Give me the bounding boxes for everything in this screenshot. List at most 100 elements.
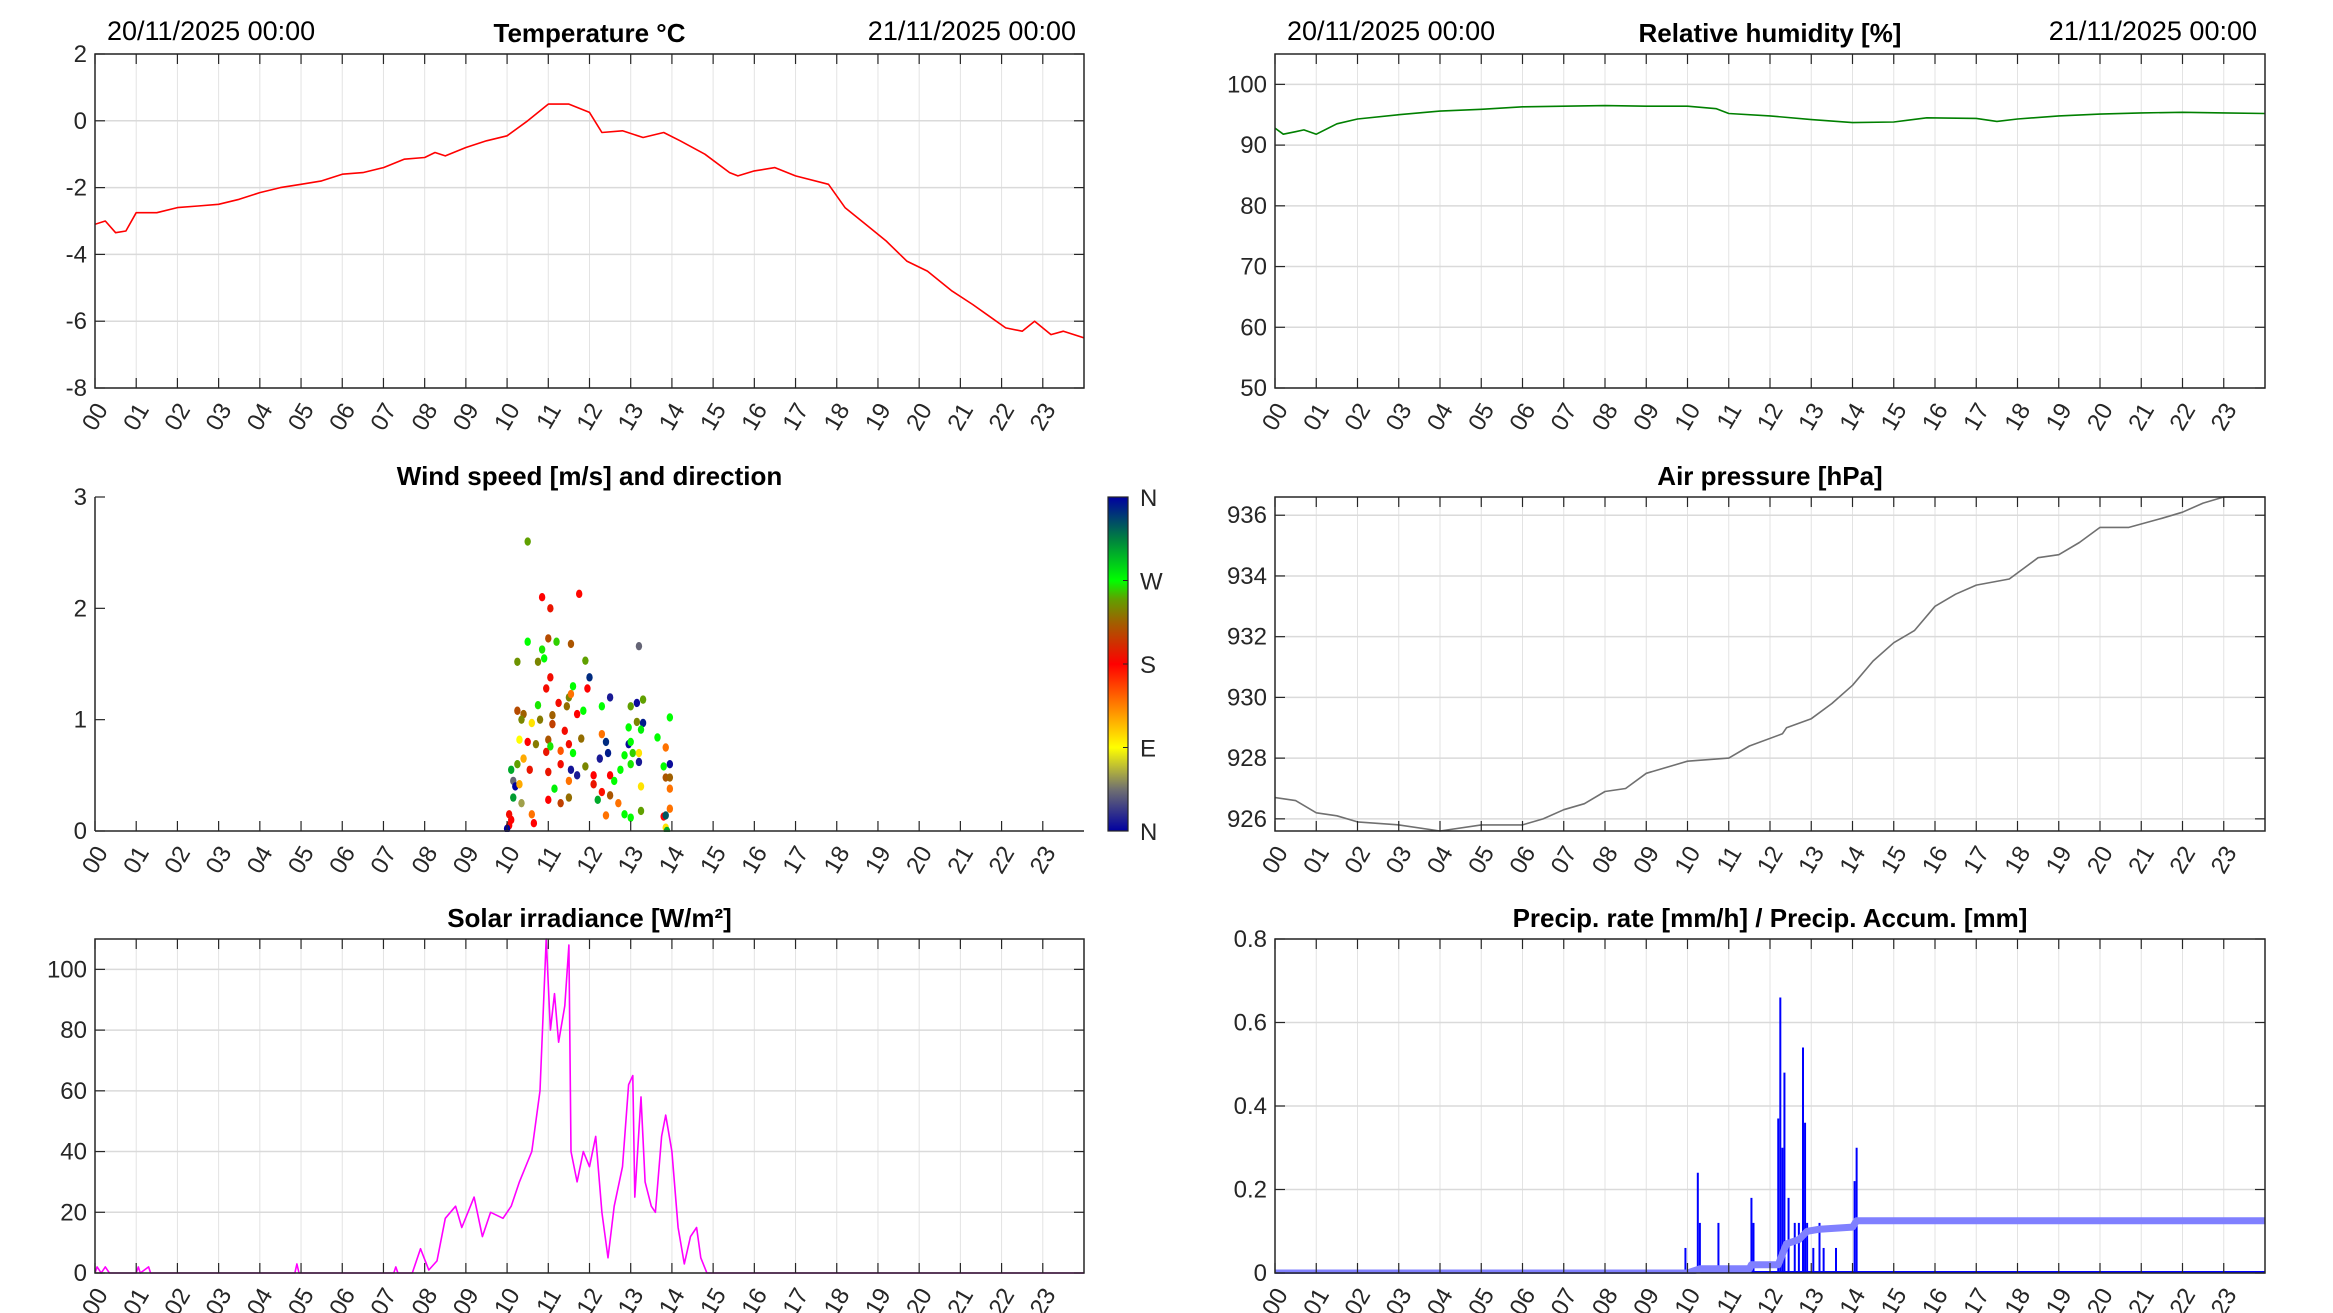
x-tick-label: 05 bbox=[283, 1284, 320, 1313]
wind-point bbox=[635, 748, 643, 758]
wind-point bbox=[520, 754, 527, 763]
x-tick-label: 16 bbox=[1917, 1284, 1954, 1313]
y-tick-label: 80 bbox=[1240, 193, 1267, 220]
wind-point bbox=[637, 806, 645, 816]
wind-point bbox=[514, 706, 521, 715]
wind-point bbox=[627, 760, 634, 769]
wind-point bbox=[604, 748, 612, 758]
wind-point bbox=[567, 689, 575, 699]
wind-point bbox=[536, 715, 544, 724]
wind-point bbox=[625, 723, 632, 732]
x-tick-label: 20 bbox=[2082, 842, 2119, 879]
y-tick-label: 60 bbox=[60, 1078, 87, 1105]
x-tick-label: 03 bbox=[1381, 1284, 1418, 1313]
x-tick-label: 14 bbox=[1834, 842, 1871, 879]
wind-point bbox=[606, 693, 614, 702]
wind-point bbox=[557, 760, 564, 769]
wind-point bbox=[594, 795, 601, 805]
y-tick-label: 0 bbox=[74, 108, 87, 135]
humidity-series-line-0 bbox=[1275, 104, 2265, 135]
x-tick-label: 12 bbox=[571, 842, 608, 879]
y-tick-label: -4 bbox=[66, 241, 87, 268]
x-tick-label: 05 bbox=[1463, 1284, 1500, 1313]
x-tick-label: 19 bbox=[2041, 842, 2078, 879]
x-tick-label: 10 bbox=[1669, 1284, 1706, 1313]
wind-point bbox=[627, 737, 634, 747]
x-tick-label: 09 bbox=[448, 1284, 485, 1313]
x-tick-label: 14 bbox=[654, 842, 691, 879]
x-tick-label: 10 bbox=[489, 399, 526, 436]
x-tick-label: 12 bbox=[1752, 842, 1789, 879]
wind-point bbox=[584, 684, 591, 693]
x-tick-label: 13 bbox=[613, 842, 650, 879]
x-tick-label: 15 bbox=[1876, 399, 1913, 436]
wind-point bbox=[530, 819, 538, 828]
end-date-label: 21/11/2025 00:00 bbox=[2049, 16, 2257, 46]
chart-title: Solar irradiance [W/m²] bbox=[447, 903, 732, 933]
start-date-label: 20/11/2025 00:00 bbox=[1287, 16, 1495, 46]
pressure-series-line-0 bbox=[1275, 496, 2265, 832]
x-tick-label: 18 bbox=[819, 399, 856, 436]
x-tick-label: 21 bbox=[2123, 1284, 2160, 1313]
x-tick-label: 19 bbox=[860, 842, 897, 879]
wind-point bbox=[514, 657, 521, 666]
x-tick-label: 09 bbox=[1628, 399, 1665, 436]
precip-series-line-1 bbox=[1275, 1217, 2265, 1274]
x-tick-label: 04 bbox=[1422, 399, 1459, 436]
x-tick-label: 11 bbox=[531, 399, 567, 434]
x-tick-label: 13 bbox=[1793, 842, 1830, 879]
y-tick-label: 20 bbox=[60, 1199, 87, 1226]
x-tick-label: 13 bbox=[1793, 399, 1830, 436]
chart-title: Relative humidity [%] bbox=[1639, 18, 1902, 48]
x-tick-label: 03 bbox=[1381, 842, 1418, 879]
wind-point bbox=[543, 747, 550, 757]
x-tick-label: 12 bbox=[571, 399, 608, 436]
x-tick-label: 01 bbox=[118, 1284, 155, 1313]
x-tick-label: 17 bbox=[777, 1284, 814, 1313]
wind-point bbox=[545, 634, 552, 643]
x-tick-label: 23 bbox=[2206, 842, 2243, 879]
y-tick-label: 926 bbox=[1227, 806, 1267, 833]
x-tick-label: 15 bbox=[695, 842, 732, 879]
x-tick-label: 06 bbox=[324, 842, 361, 879]
x-tick-label: 22 bbox=[2164, 1284, 2201, 1313]
wind-point bbox=[606, 791, 614, 800]
wind-point bbox=[538, 593, 546, 602]
solar-chart: Solar irradiance [W/m²]00 01 02 03 04 05 06 07 0… bbox=[47, 903, 1085, 1313]
y-tick-label: 70 bbox=[1240, 254, 1267, 281]
x-tick-label: 04 bbox=[242, 842, 279, 879]
x-tick-label: 22 bbox=[984, 1284, 1021, 1313]
y-tick-label: -2 bbox=[66, 175, 87, 202]
wind-point bbox=[598, 787, 606, 797]
x-tick-label: 21 bbox=[942, 842, 979, 879]
x-tick-label: 03 bbox=[1381, 399, 1418, 436]
wind-point bbox=[627, 813, 634, 822]
x-tick-label: 03 bbox=[201, 842, 238, 879]
x-tick-label: 02 bbox=[159, 399, 196, 436]
x-tick-label: 16 bbox=[736, 1284, 773, 1313]
x-tick-label: 08 bbox=[407, 399, 444, 436]
x-tick-label: 14 bbox=[1834, 399, 1871, 436]
x-tick-label: 18 bbox=[1999, 842, 2036, 879]
x-tick-label: 12 bbox=[1752, 399, 1789, 436]
x-tick-label: 11 bbox=[531, 842, 567, 877]
wind-point bbox=[582, 762, 589, 771]
x-tick-label: 08 bbox=[1587, 1284, 1624, 1313]
x-tick-label: 01 bbox=[1298, 399, 1335, 436]
x-tick-label: 17 bbox=[777, 842, 814, 879]
wind-point bbox=[545, 767, 552, 777]
x-tick-label: 11 bbox=[1712, 399, 1748, 434]
x-tick-label: 09 bbox=[448, 399, 485, 436]
wind-point bbox=[510, 793, 517, 802]
y-tick-label: 0 bbox=[1254, 1260, 1267, 1287]
x-tick-label: 13 bbox=[613, 1284, 650, 1313]
x-tick-label: 22 bbox=[984, 399, 1021, 436]
x-tick-label: 08 bbox=[1587, 842, 1624, 879]
wind-point bbox=[518, 798, 525, 808]
x-tick-label: 14 bbox=[654, 1284, 691, 1313]
x-tick-label: 10 bbox=[489, 842, 526, 879]
wind-point bbox=[524, 737, 531, 747]
x-tick-label: 00 bbox=[77, 842, 114, 879]
x-tick-label: 07 bbox=[1546, 1284, 1583, 1313]
